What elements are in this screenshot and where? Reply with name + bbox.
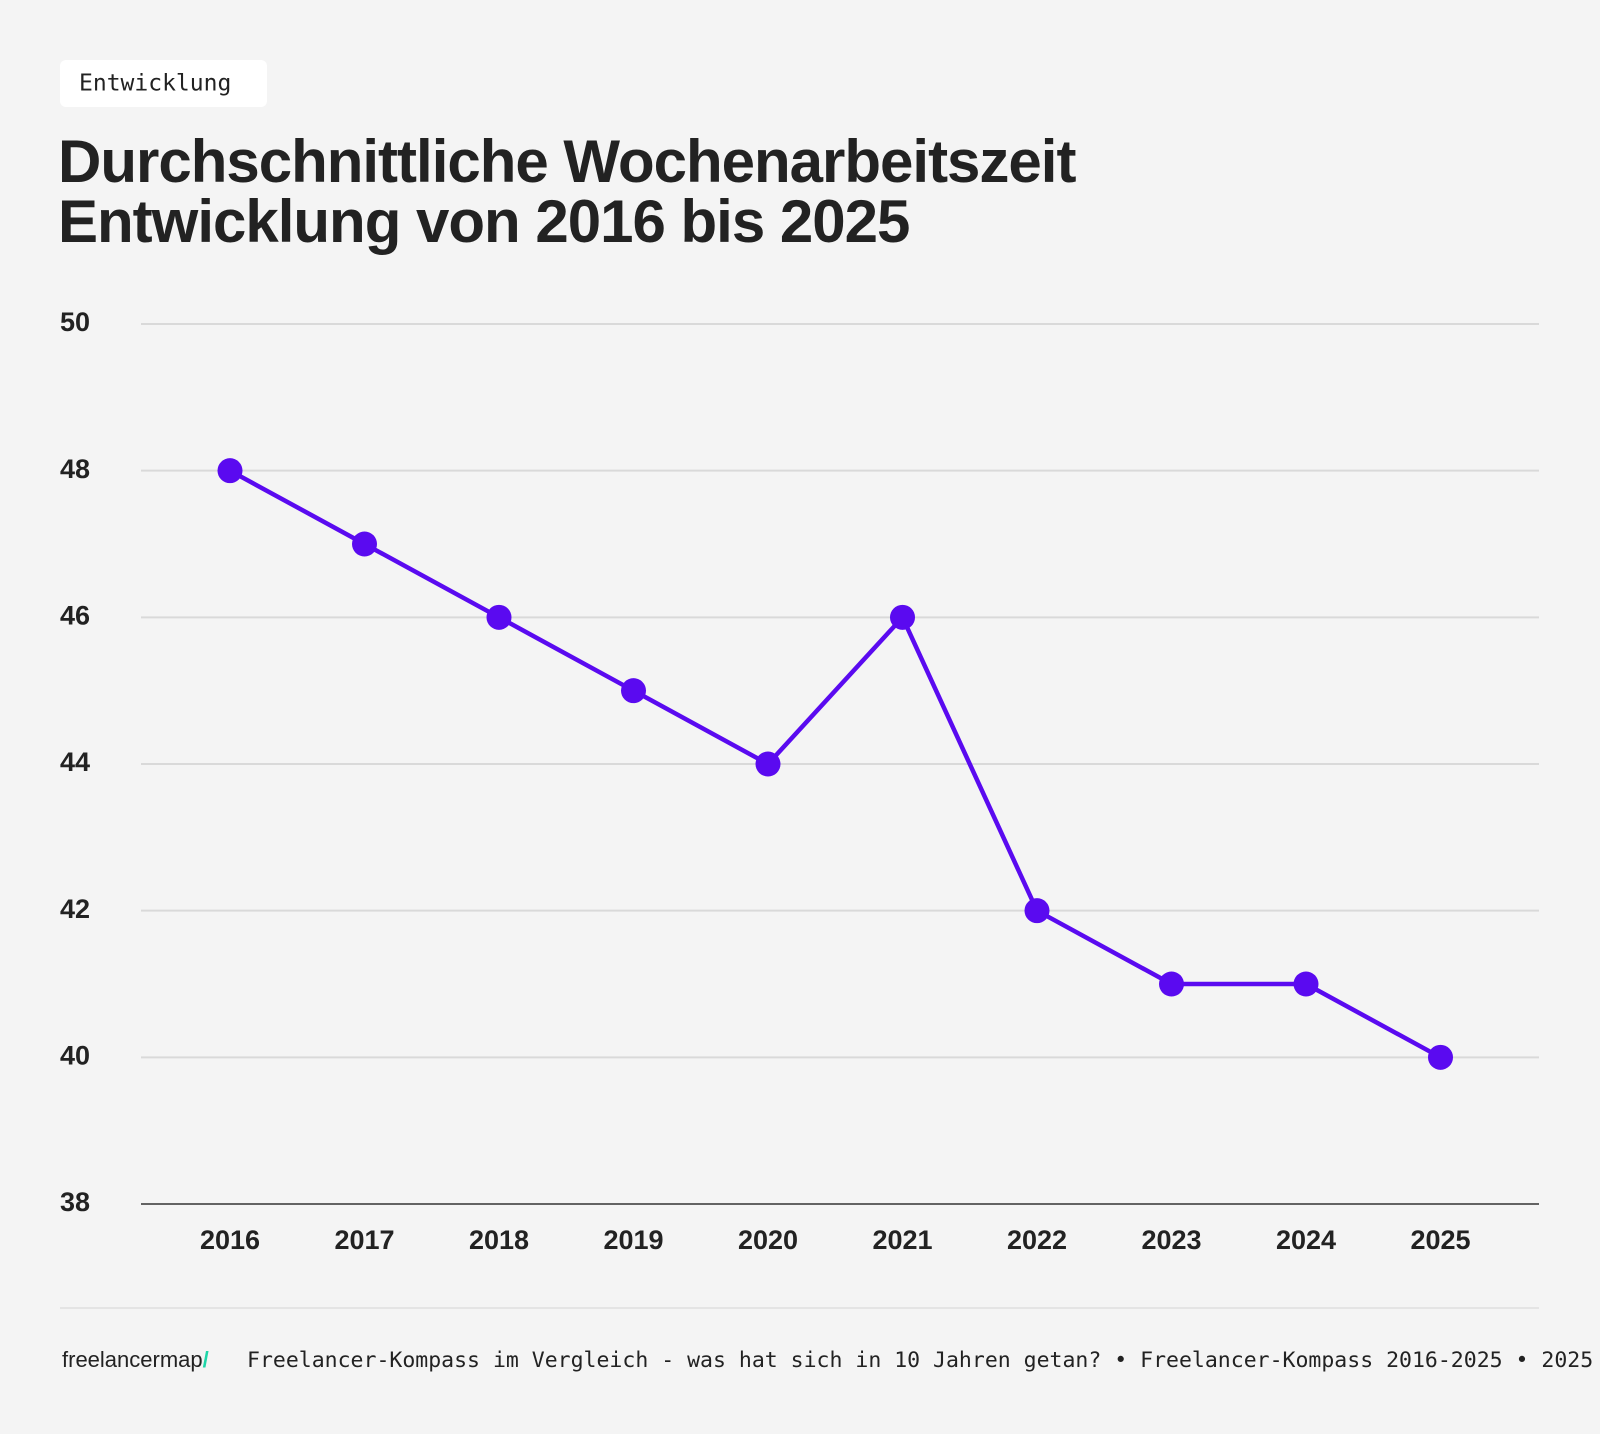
point <box>621 678 646 704</box>
x-tick-label: 2022 <box>1007 1225 1067 1255</box>
point <box>352 531 377 557</box>
x-tick-label: 2018 <box>469 1225 529 1255</box>
x-tick-label: 2021 <box>872 1225 932 1255</box>
brand-mark: / <box>203 1347 209 1372</box>
chart-title: Durchschnittliche Wochenarbeitszeit <box>58 128 1076 195</box>
y-tick-label: 46 <box>60 600 90 630</box>
y-tick-label: 48 <box>60 454 90 484</box>
point <box>1428 1044 1453 1070</box>
point <box>1159 971 1184 997</box>
x-tick-label: 2016 <box>200 1225 260 1255</box>
footer-source: Freelancer-Kompass im Vergleich - was ha… <box>247 1348 1593 1373</box>
point <box>1024 898 1050 924</box>
y-tick-label: 38 <box>60 1187 90 1217</box>
brand: freelancermap/ <box>62 1347 209 1372</box>
x-tick-label: 2020 <box>738 1225 798 1255</box>
point <box>755 751 781 777</box>
y-tick-label: 40 <box>60 1040 90 1070</box>
x-tick-label: 2024 <box>1276 1225 1336 1255</box>
y-tick-label: 44 <box>60 747 90 777</box>
tag: Entwicklung <box>79 71 231 97</box>
y-tick-label: 50 <box>60 307 90 337</box>
x-tick-label: 2019 <box>603 1225 663 1255</box>
point <box>217 458 243 484</box>
tag-box <box>60 60 267 107</box>
chart-title: Entwicklung von 2016 bis 2025 <box>58 188 909 255</box>
x-tick-label: 2025 <box>1410 1225 1470 1255</box>
x-tick-label: 2023 <box>1141 1225 1201 1255</box>
x-tick-label: 2017 <box>334 1225 394 1255</box>
point <box>486 604 512 630</box>
point <box>890 604 915 630</box>
line <box>228 468 1442 1060</box>
y-tick-label: 42 <box>60 894 90 924</box>
brand-name: freelancermap <box>62 1347 203 1372</box>
point <box>1293 971 1319 997</box>
